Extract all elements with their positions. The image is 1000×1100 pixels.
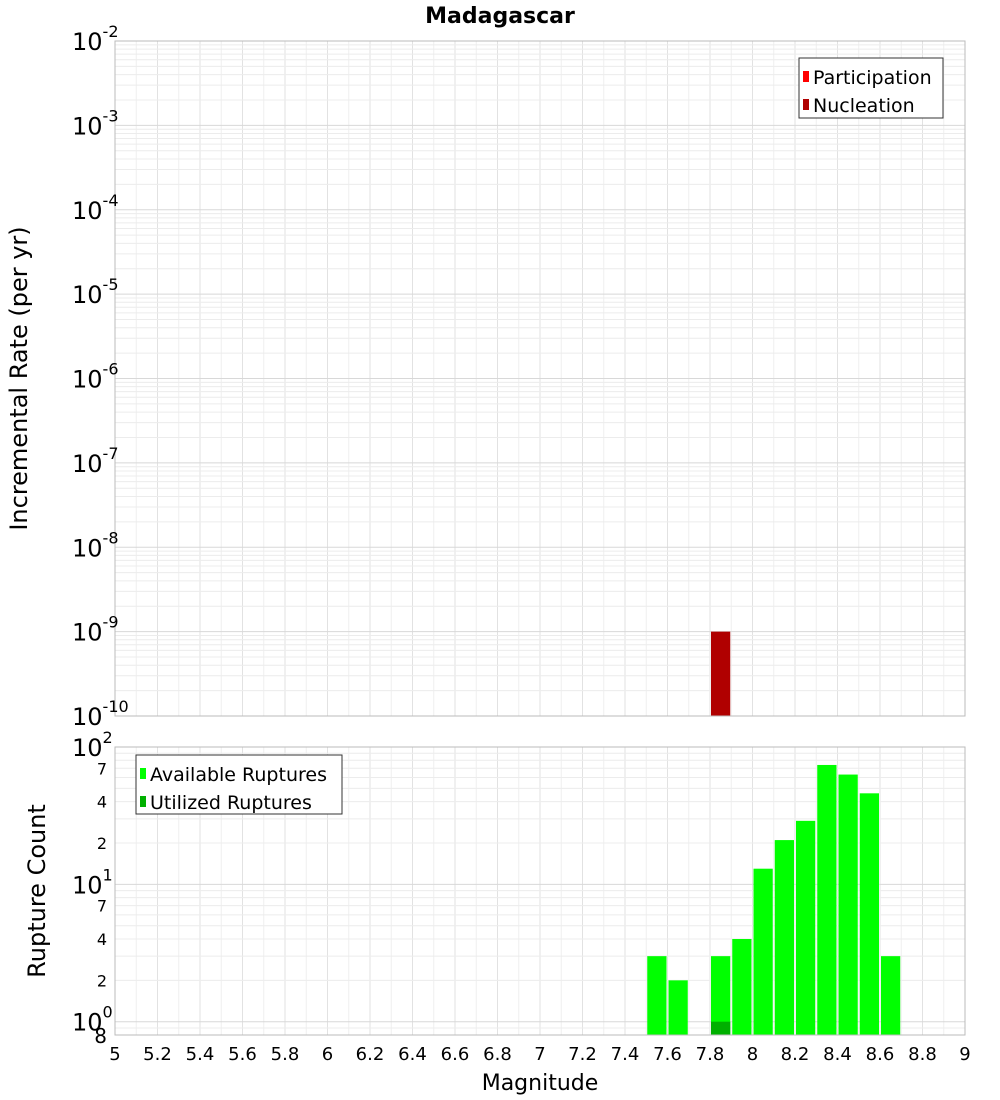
top-legend-swatch (803, 71, 809, 82)
bottom-y-tick-label: 8 (94, 1024, 107, 1048)
bottom-bar-utilized-ruptures (711, 1021, 731, 1035)
x-tick-label: 6.2 (356, 1044, 385, 1065)
bottom-bar-available-ruptures (753, 868, 773, 1035)
bottom-y-axis-label: Rupture Count (23, 804, 51, 978)
x-tick-label: 7.4 (611, 1044, 640, 1065)
bottom-bar-available-ruptures (796, 820, 816, 1035)
x-tick-label: 7 (534, 1044, 545, 1065)
bottom-plot-border (114, 746, 966, 1036)
x-tick-label: 6.8 (483, 1044, 512, 1065)
bottom-bar-available-ruptures (838, 774, 858, 1035)
top-y-tick-label: 10-6 (72, 360, 119, 394)
top-y-tick-label: 10-9 (72, 613, 119, 647)
top-y-tick-label: 10-5 (72, 275, 119, 309)
top-y-tick-label: 10-3 (72, 106, 119, 140)
x-tick-label: 9 (959, 1044, 970, 1065)
x-tick-label: 8.4 (823, 1044, 852, 1065)
x-tick-label: 8.2 (781, 1044, 810, 1065)
bottom-y-tick-label: 4 (97, 793, 107, 812)
x-tick-label: 5.6 (228, 1044, 257, 1065)
top-panel: 10-2 10-3 10-4 10-5 10-6 10-7 10-8 10-9 10-10 Inc… (5, 22, 966, 731)
bottom-bar-available-ruptures (817, 764, 837, 1035)
x-tick-label: 7.6 (653, 1044, 682, 1065)
x-tick-label: 6.4 (398, 1044, 427, 1065)
bottom-y-tick-label: 7 (97, 897, 107, 916)
bottom-bar-available-ruptures (881, 956, 901, 1035)
top-bar-nucleation (711, 631, 731, 716)
x-axis-label: Magnitude (482, 1071, 599, 1096)
x-tick-label: 7.2 (568, 1044, 597, 1065)
bottom-y-tick-label: 7 (97, 759, 107, 778)
bottom-bar-available-ruptures (711, 956, 731, 1035)
bottom-y-tick-label: 101 (72, 865, 113, 899)
top-y-tick-label: 10-8 (72, 528, 119, 562)
chart-title: Madagascar (425, 4, 575, 29)
bottom-y-tick-label: 4 (97, 930, 107, 949)
bottom-legend-swatch (140, 768, 146, 779)
x-tick-label: 8.8 (908, 1044, 937, 1065)
bottom-legend-label: Utilized Ruptures (150, 792, 312, 814)
bottom-bar-available-ruptures (647, 956, 667, 1035)
bottom-y-tick-label: 2 (97, 834, 107, 853)
bottom-legend (135, 754, 343, 815)
x-tick-label: 6.6 (441, 1044, 470, 1065)
top-legend (798, 57, 944, 119)
bottom-legend-swatch (140, 796, 146, 807)
bottom-bar-available-ruptures (774, 840, 794, 1035)
top-y-tick-label: 10-10 (72, 697, 129, 731)
x-tick-label: 5.4 (186, 1044, 215, 1065)
top-plot-border (114, 40, 966, 717)
x-tick-label: 5.8 (271, 1044, 300, 1065)
bottom-bar-available-ruptures (732, 939, 752, 1035)
bottom-y-tick-label: 100 (72, 1003, 113, 1037)
x-tick-label: 5.2 (143, 1044, 172, 1065)
x-tick-label: 5 (109, 1044, 120, 1065)
bottom-bar-available-ruptures (668, 980, 688, 1035)
top-legend-label: Participation (813, 67, 932, 89)
bottom-legend-label: Available Ruptures (150, 764, 327, 786)
bottom-bar-available-ruptures (859, 793, 879, 1035)
top-legend-label: Nucleation (813, 95, 915, 117)
top-y-tick-label: 10-7 (72, 444, 119, 478)
x-tick-label: 6 (322, 1044, 333, 1065)
top-y-tick-label: 10-2 (72, 22, 119, 56)
top-y-axis-label: Incremental Rate (per yr) (5, 226, 33, 530)
x-tick-label: 7.8 (696, 1044, 725, 1065)
x-tick-label: 8.6 (866, 1044, 895, 1065)
top-legend-swatch (803, 99, 809, 110)
x-tick-label: 8 (747, 1044, 758, 1065)
bottom-y-tick-label: 102 (72, 728, 113, 762)
top-y-tick-label: 10-4 (72, 191, 119, 225)
bottom-y-tick-label: 2 (97, 971, 107, 990)
